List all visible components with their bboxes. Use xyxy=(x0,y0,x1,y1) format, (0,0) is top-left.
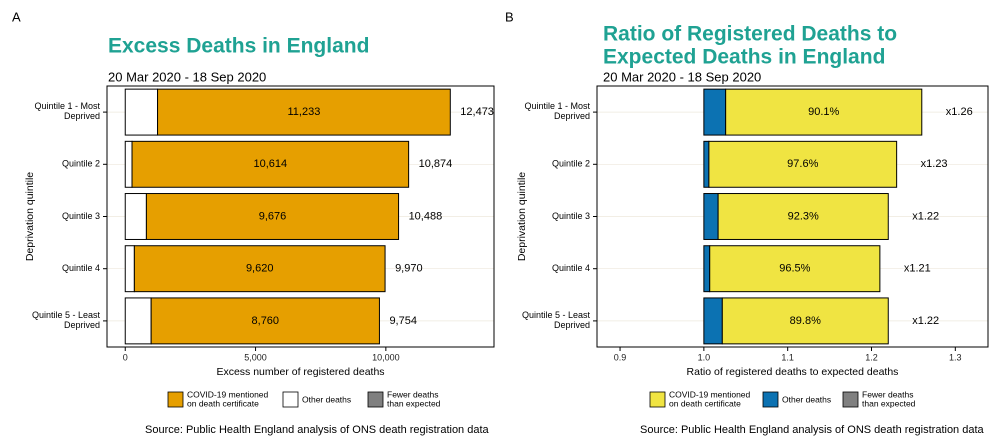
y-tick-label: Quintile 3 xyxy=(62,211,100,221)
total-label: 9,970 xyxy=(395,263,423,275)
legend-label: Fewer deaths than expected xyxy=(862,390,916,409)
legend-swatch xyxy=(282,391,299,408)
bar-segment xyxy=(145,193,400,240)
total-label: 10,874 xyxy=(419,158,453,170)
legend-swatch xyxy=(762,391,779,408)
legend-label: Fewer deaths than expected xyxy=(387,390,441,409)
y-tick-label: Quintile 5 - Least Deprived xyxy=(522,310,591,330)
y-tick-label: Quintile 1 - Most Deprived xyxy=(34,101,100,121)
bar-segment xyxy=(703,245,711,293)
y-tick-label: Quintile 5 - Least Deprived xyxy=(32,310,101,330)
x-axis-title: Ratio of registered deaths to expected d… xyxy=(687,366,899,378)
source-note: Source: Public Health England analysis o… xyxy=(145,424,490,436)
legend-swatch xyxy=(649,391,666,408)
x-axis-title: Excess number of registered deaths xyxy=(216,366,384,378)
bar-segment xyxy=(124,193,147,240)
x-tick-label: 5,000 xyxy=(244,352,267,362)
source-note: Source: Public Health England analysis o… xyxy=(640,424,985,436)
x-tick-label: 1.3 xyxy=(949,352,962,362)
bar-value-label: 89.8% xyxy=(790,315,821,327)
total-label: 10,488 xyxy=(409,210,443,222)
x-tick-label: 0 xyxy=(123,352,128,362)
bar-segment xyxy=(708,140,898,188)
total-label: x1.22 xyxy=(912,210,939,222)
total-label: 12,473 xyxy=(460,106,494,118)
bar-value-label: 9,620 xyxy=(246,263,274,275)
bar-segment xyxy=(124,297,152,345)
legend-label: Other deaths xyxy=(782,394,831,404)
chart-subtitle: 20 Mar 2020 - 18 Sep 2020 xyxy=(603,69,761,84)
chart-title: Excess Deaths in England xyxy=(108,35,369,58)
legend-label: COVID-19 mentioned on death certificate xyxy=(187,390,269,409)
total-label: x1.21 xyxy=(904,263,931,275)
y-tick-label: Quintile 3 xyxy=(552,211,590,221)
y-tick-label: Quintile 4 xyxy=(62,263,100,273)
bar-value-label: 11,233 xyxy=(288,106,321,118)
bar-segment xyxy=(124,245,135,293)
bar-value-label: 97.6% xyxy=(787,158,818,170)
bar-value-label: 8,760 xyxy=(252,315,280,327)
legend-swatch xyxy=(842,391,859,408)
bar-segment xyxy=(717,193,889,240)
y-axis-title: Deprivation quintile xyxy=(24,172,36,261)
bar-segment xyxy=(703,297,723,345)
legend-swatch xyxy=(167,391,184,408)
x-tick-label: 1.0 xyxy=(698,352,711,362)
bar-value-label: 9,676 xyxy=(259,210,287,222)
chart-subtitle: 20 Mar 2020 - 18 Sep 2020 xyxy=(108,69,266,84)
y-axis-title: Deprivation quintile xyxy=(516,172,528,261)
x-tick-label: 1.2 xyxy=(865,352,878,362)
bar-segment xyxy=(150,297,380,345)
bar-value-label: 96.5% xyxy=(779,263,810,275)
legend-label: COVID-19 mentioned on death certificate xyxy=(669,390,751,409)
y-tick-label: Quintile 1 - Most Deprived xyxy=(524,101,590,121)
panel-label: A xyxy=(12,9,21,24)
bar-value-label: 10,614 xyxy=(253,158,287,170)
x-tick-label: 1.1 xyxy=(781,352,794,362)
bar-segment xyxy=(124,88,159,136)
total-label: x1.23 xyxy=(921,158,948,170)
bar-segment xyxy=(721,297,889,345)
total-label: x1.26 xyxy=(946,106,973,118)
bar-value-label: 92.3% xyxy=(788,210,819,222)
y-tick-label: Quintile 4 xyxy=(552,263,590,273)
bar-segment xyxy=(133,245,386,293)
panel-label: B xyxy=(505,9,514,24)
bar-segment xyxy=(131,140,410,188)
bar-segment xyxy=(157,88,451,136)
x-tick-label: 10,000 xyxy=(372,352,400,362)
x-tick-label: 0.9 xyxy=(614,352,627,362)
bar-segment xyxy=(703,193,719,240)
bar-segment xyxy=(703,88,727,136)
legend-label: Other deaths xyxy=(302,394,351,404)
y-tick-label: Quintile 2 xyxy=(552,159,590,169)
legend-swatch xyxy=(367,391,384,408)
bar-segment xyxy=(725,88,923,136)
bar-value-label: 90.1% xyxy=(808,106,839,118)
chart-title: Ratio of Registered Deaths to Expected De… xyxy=(603,22,897,68)
bar-segment xyxy=(709,245,881,293)
bar-segment xyxy=(703,140,710,188)
total-label: 9,754 xyxy=(389,315,417,327)
y-tick-label: Quintile 2 xyxy=(62,159,100,169)
bar-segment xyxy=(124,140,133,188)
total-label: x1.22 xyxy=(912,315,939,327)
